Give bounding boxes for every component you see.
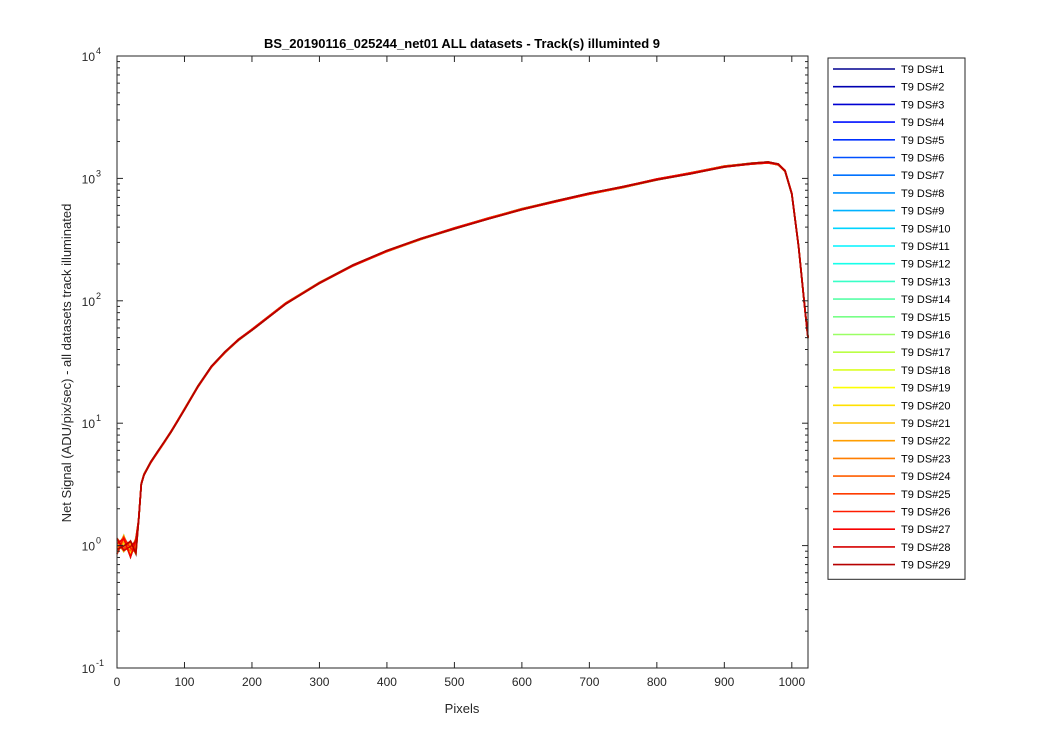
y-axis-label: Net Signal (ADU/pix/sec) - all datasets … bbox=[59, 204, 74, 523]
y-tick-exponent: -1 bbox=[96, 658, 104, 668]
legend-label: T9 DS#16 bbox=[901, 330, 951, 342]
legend-label: T9 DS#26 bbox=[901, 507, 951, 519]
chart-title: BS_20190116_025244_net01 ALL datasets - … bbox=[264, 36, 660, 51]
legend-label: T9 DS#4 bbox=[901, 117, 944, 129]
x-tick-label: 500 bbox=[444, 675, 464, 689]
legend-label: T9 DS#11 bbox=[901, 241, 950, 253]
legend-label: T9 DS#20 bbox=[901, 400, 951, 412]
x-tick-label: 900 bbox=[714, 675, 734, 689]
legend-label: T9 DS#22 bbox=[901, 436, 951, 448]
y-tick-exponent: 0 bbox=[96, 536, 101, 546]
legend-label: T9 DS#19 bbox=[901, 383, 951, 395]
legend-label: T9 DS#23 bbox=[901, 453, 951, 465]
y-tick-label: 10 bbox=[82, 417, 96, 431]
y-tick-label: 10 bbox=[82, 662, 96, 676]
legend-label: T9 DS#10 bbox=[901, 223, 951, 235]
legend-label: T9 DS#7 bbox=[901, 170, 944, 182]
x-tick-label: 100 bbox=[174, 675, 194, 689]
legend-label: T9 DS#21 bbox=[901, 418, 951, 430]
axes-box bbox=[117, 56, 808, 668]
legend-label: T9 DS#29 bbox=[901, 560, 951, 572]
y-tick-label: 10 bbox=[82, 295, 96, 309]
legend-box bbox=[827, 57, 966, 580]
x-tick-label: 600 bbox=[512, 675, 532, 689]
legend-label: T9 DS#18 bbox=[901, 365, 951, 377]
legend-label: T9 DS#12 bbox=[901, 259, 951, 271]
legend-label: T9 DS#14 bbox=[901, 294, 951, 306]
legend-label: T9 DS#2 bbox=[901, 82, 944, 94]
x-axis-ticks: 0 100 200 300 400 500 600 700 800 900 1000 bbox=[114, 56, 805, 689]
legend-label: T9 DS#3 bbox=[901, 99, 944, 111]
x-tick-label: 800 bbox=[647, 675, 667, 689]
x-tick-label: 300 bbox=[309, 675, 329, 689]
legend-label: T9 DS#15 bbox=[901, 312, 951, 324]
legend-label: T9 DS#27 bbox=[901, 524, 951, 536]
x-axis-label: Pixels bbox=[445, 701, 480, 716]
legend-label: T9 DS#6 bbox=[901, 153, 944, 165]
series-line-ds29 bbox=[116, 161, 809, 557]
legend-label: T9 DS#5 bbox=[901, 135, 944, 147]
x-tick-label: 400 bbox=[377, 675, 397, 689]
legend-label: T9 DS#1 bbox=[901, 64, 944, 76]
y-tick-label: 10 bbox=[82, 50, 96, 64]
legend-label: T9 DS#17 bbox=[901, 347, 951, 359]
y-tick-exponent: 1 bbox=[96, 413, 101, 423]
y-tick-exponent: 4 bbox=[96, 46, 101, 56]
axes-frame bbox=[116, 55, 809, 669]
x-tick-label: 0 bbox=[114, 675, 121, 689]
y-tick-exponent: 3 bbox=[96, 168, 101, 178]
legend-label: T9 DS#28 bbox=[901, 542, 951, 554]
x-tick-label: 1000 bbox=[778, 675, 805, 689]
legend: T9 DS#1 T9 DS#2 T9 DS#3 T9 DS#4 T9 DS#5 T9 DS… bbox=[827, 57, 966, 580]
legend-label: T9 DS#24 bbox=[901, 471, 951, 483]
x-tick-label: 700 bbox=[579, 675, 599, 689]
x-tick-label: 200 bbox=[242, 675, 262, 689]
legend-items: T9 DS#1 T9 DS#2 T9 DS#3 T9 DS#4 T9 DS#5 T9 DS… bbox=[833, 64, 951, 572]
legend-label: T9 DS#8 bbox=[901, 188, 944, 200]
legend-label: T9 DS#13 bbox=[901, 276, 951, 288]
y-tick-exponent: 2 bbox=[96, 291, 101, 301]
legend-label: T9 DS#9 bbox=[901, 206, 944, 218]
series-layer bbox=[116, 161, 809, 560]
y-tick-label: 10 bbox=[82, 172, 96, 186]
y-tick-label: 10 bbox=[82, 540, 96, 554]
legend-label: T9 DS#25 bbox=[901, 489, 951, 501]
